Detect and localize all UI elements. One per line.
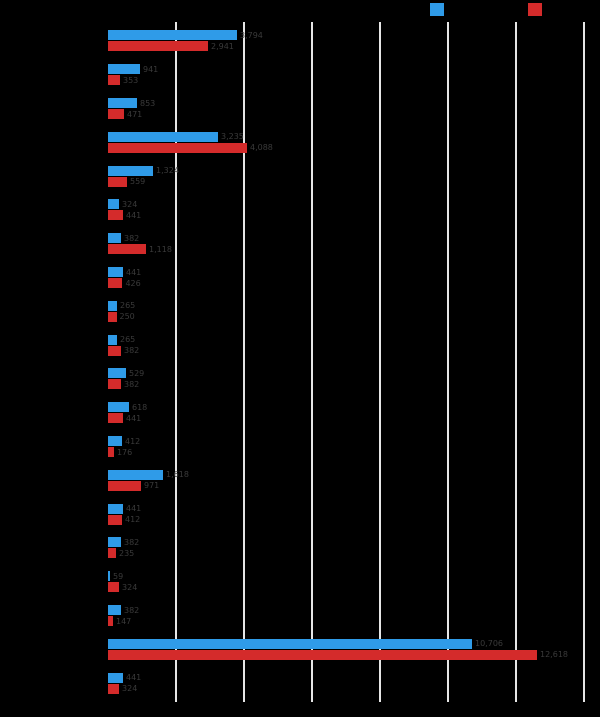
bar-series2	[108, 379, 121, 389]
grouped-bar-chart: 3,794 2,941 941 353 853 471 3,235 4,088 1,324 559…	[0, 0, 600, 717]
bar-value-label: 265	[120, 302, 135, 310]
bar-series1	[108, 402, 129, 412]
bar-series1	[108, 639, 472, 649]
bar-series2	[108, 447, 114, 457]
bar-series1	[108, 98, 137, 108]
bar-value-label: 382	[124, 607, 139, 615]
bar-value-label: 853	[140, 100, 155, 108]
bar-series2	[108, 109, 124, 119]
bar-value-label: 426	[125, 280, 140, 288]
bar-series2	[108, 177, 127, 187]
bar-value-label: 2,941	[211, 43, 234, 51]
bar-value-label: 353	[123, 77, 138, 85]
bar-series2	[108, 650, 537, 660]
bar-value-label: 412	[125, 438, 140, 446]
bar-series2	[108, 582, 119, 592]
bar-value-label: 59	[113, 573, 123, 581]
bar-value-label: 971	[144, 482, 159, 490]
bar-series1	[108, 504, 123, 514]
bar-series1	[108, 199, 119, 209]
bar-value-label: 441	[126, 269, 141, 277]
bar-series1	[108, 335, 117, 345]
bar-value-label: 441	[126, 212, 141, 220]
bar-value-label: 1,324	[156, 167, 179, 175]
bar-value-label: 324	[122, 584, 137, 592]
legend-item-series2	[528, 3, 546, 16]
bar-value-label: 529	[129, 370, 144, 378]
bar-series1	[108, 267, 123, 277]
bar-value-label: 471	[127, 111, 142, 119]
bar-value-label: 382	[124, 347, 139, 355]
bar-value-label: 382	[124, 235, 139, 243]
legend-swatch-series2-icon	[528, 3, 542, 16]
bar-value-label: 3,235	[221, 133, 244, 141]
legend	[0, 3, 600, 19]
bar-series1	[108, 470, 163, 480]
bar-value-label: 10,706	[475, 640, 503, 648]
bar-value-label: 441	[126, 674, 141, 682]
bar-series2	[108, 413, 123, 423]
bar-series1	[108, 436, 122, 446]
bar-value-label: 250	[120, 313, 135, 321]
bar-value-label: 382	[124, 539, 139, 547]
bar-series2	[108, 210, 123, 220]
bar-value-label: 265	[120, 336, 135, 344]
gridline	[243, 22, 245, 702]
bar-value-label: 941	[143, 66, 158, 74]
bar-value-label: 441	[126, 415, 141, 423]
bar-series1	[108, 537, 121, 547]
bar-value-label: 324	[122, 201, 137, 209]
bar-value-label: 559	[130, 178, 145, 186]
bar-series1	[108, 571, 110, 581]
bar-value-label: 176	[117, 449, 132, 457]
bar-series2	[108, 616, 113, 626]
bar-value-label: 618	[132, 404, 147, 412]
bar-value-label: 4,088	[250, 144, 273, 152]
legend-item-series1	[430, 3, 448, 16]
bar-series1	[108, 233, 121, 243]
bar-value-label: 235	[119, 550, 134, 558]
gridline	[583, 22, 585, 702]
bar-series1	[108, 673, 123, 683]
bar-series1	[108, 368, 126, 378]
bar-series1	[108, 605, 121, 615]
bar-series2	[108, 481, 141, 491]
bar-series2	[108, 548, 116, 558]
bar-series1	[108, 64, 140, 74]
bar-value-label: 324	[122, 685, 137, 693]
bar-series1	[108, 132, 218, 142]
bar-series2	[108, 515, 122, 525]
bar-series2	[108, 244, 146, 254]
bar-series1	[108, 301, 117, 311]
bar-series2	[108, 75, 120, 85]
bar-value-label: 412	[125, 516, 140, 524]
legend-swatch-series1-icon	[430, 3, 444, 16]
bar-series2	[108, 346, 121, 356]
bar-series1	[108, 166, 153, 176]
bar-series2	[108, 278, 122, 288]
bar-value-label: 12,618	[540, 651, 568, 659]
gridline	[311, 22, 313, 702]
gridline	[447, 22, 449, 702]
gridline	[175, 22, 177, 702]
bar-value-label: 3,794	[240, 32, 263, 40]
bar-value-label: 1,118	[149, 246, 172, 254]
bar-series2	[108, 41, 208, 51]
bar-series2	[108, 143, 247, 153]
bar-value-label: 441	[126, 505, 141, 513]
gridline	[379, 22, 381, 702]
bar-series2	[108, 312, 117, 322]
bar-value-label: 147	[116, 618, 131, 626]
bar-series1	[108, 30, 237, 40]
bar-series2	[108, 684, 119, 694]
bar-value-label: 382	[124, 381, 139, 389]
bar-value-label: 1,618	[166, 471, 189, 479]
gridline	[515, 22, 517, 702]
